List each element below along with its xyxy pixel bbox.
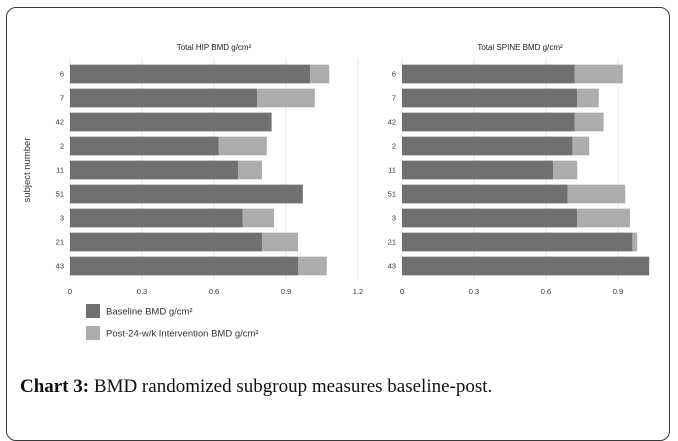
- bar-baseline: [70, 232, 262, 252]
- bar-baseline: [70, 136, 219, 156]
- y-tick-label: 43: [56, 262, 64, 271]
- bar-post: [262, 232, 298, 252]
- y-tick-label: 2: [392, 142, 396, 151]
- legend: Baseline BMD g/cm² Post-24-w/k Interventi…: [86, 304, 259, 340]
- y-tick-label: 51: [388, 190, 396, 199]
- y-axis-label: subject number: [22, 138, 33, 203]
- x-tick-label: 0.9: [281, 287, 291, 296]
- bar-post: [567, 184, 626, 204]
- x-tick-label: 0: [68, 287, 72, 296]
- y-tick-label: 3: [60, 214, 64, 223]
- y-tick-label: 21: [388, 238, 396, 247]
- bar-post: [218, 136, 267, 156]
- bar-baseline: [70, 112, 272, 132]
- x-tick-label: 0.3: [469, 287, 479, 296]
- x-tick-label: 0.6: [541, 287, 551, 296]
- bar-post: [242, 208, 274, 228]
- y-tick-label: 7: [60, 94, 64, 103]
- y-tick-label: 43: [388, 262, 396, 271]
- y-tick-label: 11: [56, 166, 64, 175]
- bar-baseline: [402, 136, 573, 156]
- bar-post: [310, 64, 330, 84]
- y-tick-label: 7: [392, 94, 396, 103]
- bar-post: [577, 208, 630, 228]
- caption-label: Chart 3:: [20, 376, 90, 397]
- bar-baseline: [402, 256, 650, 276]
- chart-area: Baseline BMD g/cm² Post-24-w/k Interventi…: [22, 43, 650, 340]
- legend-swatch-baseline: [86, 304, 100, 318]
- bar-post: [577, 88, 599, 108]
- chart-title: Total HIP BMD g/cm²: [177, 43, 252, 52]
- bar-post: [257, 88, 315, 108]
- x-tick-label: 0.6: [209, 287, 219, 296]
- bar-post: [574, 64, 623, 84]
- y-tick-label: 6: [392, 70, 396, 79]
- y-tick-label: 42: [56, 118, 64, 127]
- bar-post: [632, 232, 638, 252]
- bar-baseline: [70, 184, 303, 204]
- bar-baseline: [70, 64, 310, 84]
- chart-title: Total SPINE BMD g/cm²: [477, 43, 563, 52]
- bar-baseline: [402, 184, 568, 204]
- bar-baseline: [70, 160, 238, 180]
- y-tick-label: 21: [56, 238, 64, 247]
- legend-label-baseline: Baseline BMD g/cm²: [106, 307, 193, 318]
- x-tick-label: 1.2: [353, 287, 363, 296]
- bar-baseline: [402, 112, 575, 132]
- bar-post: [572, 136, 590, 156]
- bar-baseline: [70, 88, 258, 108]
- bar-post: [298, 256, 327, 276]
- y-tick-label: 2: [60, 142, 64, 151]
- y-tick-label: 51: [56, 190, 64, 199]
- bar-baseline: [402, 88, 578, 108]
- x-tick-label: 0: [400, 287, 404, 296]
- caption-text: BMD randomized subgroup measures baselin…: [89, 376, 493, 397]
- bar-baseline: [402, 208, 578, 228]
- y-tick-label: 42: [388, 118, 396, 127]
- bar-baseline: [402, 232, 633, 252]
- bar-post: [553, 160, 578, 180]
- bar-post: [238, 160, 262, 180]
- y-tick-label: 11: [388, 166, 396, 175]
- legend-label-post: Post-24-w/k Intervention BMD g/cm²: [106, 329, 259, 340]
- bar-post: [574, 112, 604, 132]
- bar-baseline: [70, 208, 243, 228]
- y-tick-label: 3: [392, 214, 396, 223]
- bar-baseline: [70, 256, 298, 276]
- figure-caption: Chart 3: BMD randomized subgroup measure…: [20, 376, 660, 398]
- x-tick-label: 0.3: [137, 287, 147, 296]
- chart-spine: 0 0.3 0.6 0.9 Total SPINE BMD g/cm² 6 7 42 2 11 51…: [388, 43, 650, 296]
- chart-hip: 0 0.3 0.6 0.9 1.2 Total HIP BMD g/cm² subject …: [22, 43, 363, 296]
- legend-swatch-post: [86, 326, 100, 340]
- x-tick-label: 0.9: [613, 287, 623, 296]
- bar-baseline: [402, 160, 554, 180]
- bar-baseline: [402, 64, 575, 84]
- y-tick-label: 6: [60, 70, 64, 79]
